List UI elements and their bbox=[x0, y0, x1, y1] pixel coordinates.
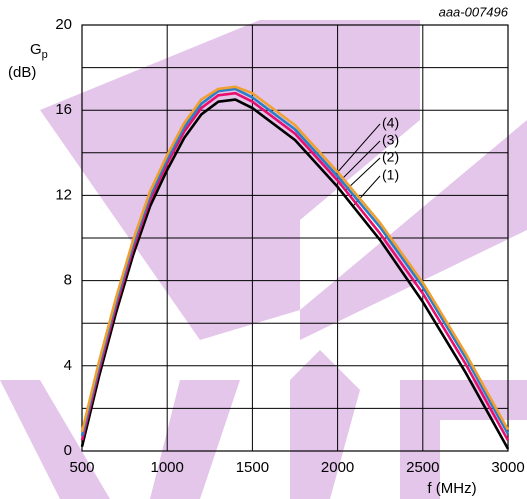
y-tick-label: 0 bbox=[64, 442, 72, 459]
series-label: (2) bbox=[382, 149, 399, 165]
figure-code: aaa-007496 bbox=[439, 4, 509, 19]
x-tick-label: 1500 bbox=[236, 459, 269, 476]
series-label: (4) bbox=[382, 115, 399, 131]
leader-line bbox=[339, 140, 381, 182]
series-line bbox=[80, 85, 510, 433]
series-line bbox=[80, 98, 510, 450]
series-label: (3) bbox=[382, 132, 399, 148]
series-label: (1) bbox=[382, 167, 399, 183]
x-tick-label: 2000 bbox=[321, 459, 354, 476]
y-tick-label: 12 bbox=[55, 186, 72, 203]
x-tick-label: 2500 bbox=[406, 459, 439, 476]
x-tick-label: 1000 bbox=[151, 459, 184, 476]
watermark-shape bbox=[300, 120, 527, 340]
leader-line bbox=[335, 123, 381, 175]
watermark bbox=[0, 20, 527, 499]
watermark-shape bbox=[300, 20, 420, 220]
y-tick-label: 4 bbox=[64, 357, 72, 374]
y-tick-label: 8 bbox=[64, 272, 72, 289]
watermark-shape bbox=[290, 350, 360, 499]
leader-line bbox=[345, 157, 381, 191]
watermark-shape bbox=[0, 380, 110, 499]
y-axis-unit: (dB) bbox=[8, 64, 36, 81]
watermark-shape bbox=[150, 380, 240, 499]
x-tick-label: 500 bbox=[69, 459, 94, 476]
x-axis-label: f (MHz) bbox=[427, 480, 476, 497]
y-label-sub: p bbox=[42, 49, 48, 61]
y-tick-label: 16 bbox=[55, 101, 72, 118]
y-label-main: G bbox=[30, 41, 42, 58]
y-axis-label: Gp bbox=[30, 41, 48, 61]
y-tick-label: 20 bbox=[55, 16, 72, 33]
x-tick-label: 3000 bbox=[491, 459, 524, 476]
